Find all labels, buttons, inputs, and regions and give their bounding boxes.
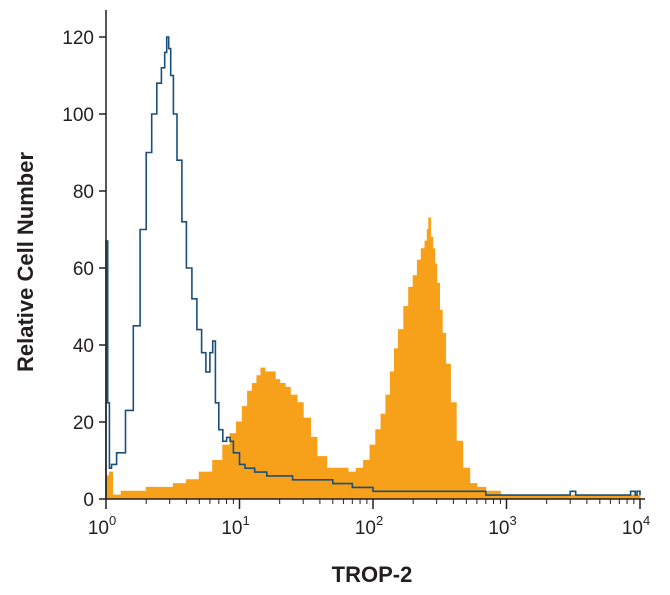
y-tick-label: 20 [73,413,94,434]
plot-area [105,36,641,500]
y-tick-label: 100 [62,105,94,126]
y-axis-title: Relative Cell Number [13,152,38,373]
y-tick-label: 80 [73,182,94,203]
x-tick-label: 102 [355,513,383,539]
x-tick-label: 100 [88,513,116,539]
x-tick-label: 103 [488,513,516,539]
x-axis-title: TROP-2 [332,562,413,587]
axes: 0 20 40 60 80 100 120 100 101 102 103 104 [62,10,650,539]
y-tick-label: 0 [83,490,94,511]
x-axis-ticks: 100 101 102 103 104 [88,499,650,539]
x-tick-label: 101 [221,513,249,539]
y-tick-label: 60 [73,259,94,280]
y-tick-label: 120 [62,28,94,49]
y-axis-ticks: 0 20 40 60 80 100 120 [62,28,106,511]
y-tick-label: 40 [73,336,94,357]
x-tick-label: 104 [622,513,650,539]
trop2-stained-histogram [105,217,641,500]
isotype-control-histogram [105,36,641,499]
